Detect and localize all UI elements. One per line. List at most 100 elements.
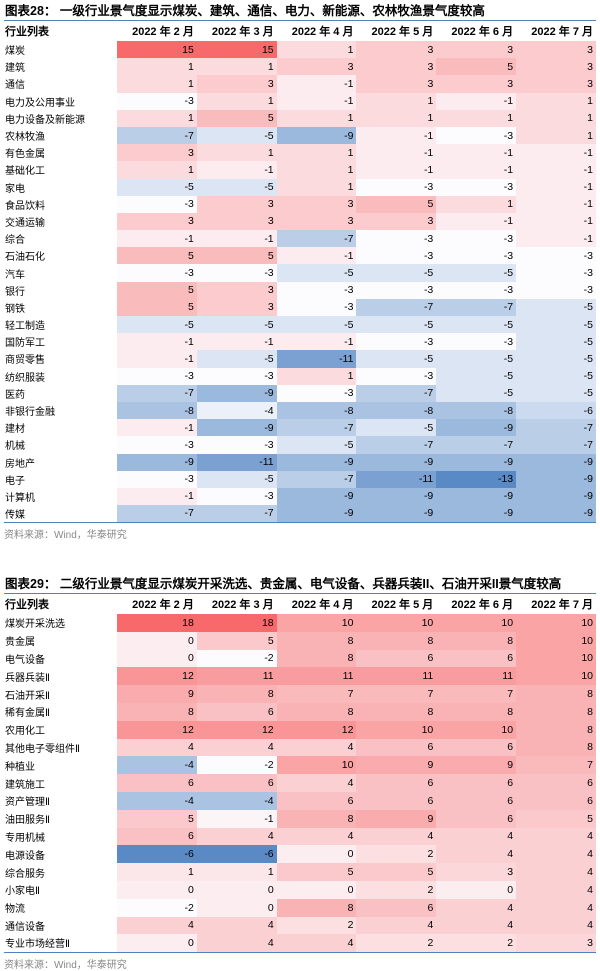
heatmap-cell: -1 (117, 350, 197, 368)
heatmap-cell: -9 (276, 453, 357, 471)
heatmap-cell: 0 (196, 880, 277, 899)
heatmap-cell: 4 (117, 738, 197, 757)
heatmap-cell: 5 (516, 809, 596, 828)
heatmap-cell: 2 (356, 934, 437, 953)
heatmap-cell: 6 (356, 738, 437, 757)
heatmap-cell: -1 (117, 419, 197, 437)
heatmap-cell: 3 (196, 195, 277, 213)
row-label: 非银行金融 (4, 401, 118, 420)
heatmap-cell: -1 (196, 809, 277, 828)
heatmap-cell: 6 (436, 774, 517, 792)
heatmap-cell: -1 (196, 230, 277, 248)
table-row: 通信设备 4 4 2 4 4 4 (4, 916, 596, 935)
heatmap-cell: -5 (276, 264, 357, 282)
table-row: 专业市场经营Ⅱ 0 4 4 2 2 3 (4, 934, 596, 953)
row-label: 农林牧渔 (4, 126, 118, 145)
table-row: 建筑 1 1 3 3 5 3 (4, 58, 596, 76)
heatmap-cell: 0 (117, 934, 197, 953)
heatmap-cell: 6 (436, 791, 517, 810)
row-label: 通信设备 (4, 916, 118, 935)
heatmap-cell: -5 (276, 436, 357, 454)
table-row: 建筑施工 6 6 4 6 6 6 (4, 774, 596, 792)
heatmap-cell: -9 (516, 487, 596, 506)
heatmap-cell: 1 (117, 863, 197, 881)
heatmap-cell: -4 (117, 791, 197, 810)
heatmap-cell: 5 (117, 247, 197, 265)
heatmap-cell: 1 (276, 144, 357, 162)
heatmap-cell: -5 (117, 178, 197, 196)
heatmap-cell: 12 (196, 720, 277, 739)
heatmap-cell: 4 (276, 827, 357, 846)
heatmap-cell: -8 (276, 401, 357, 420)
heatmap-cell: 8 (276, 649, 357, 668)
table-row: 轻工制造 -5 -5 -5 -5 -5 -5 (4, 316, 596, 334)
heatmap-cell: -1 (117, 230, 197, 248)
heatmap-cell: 4 (196, 738, 277, 757)
heatmap-cell: -5 (516, 384, 596, 402)
table-row: 钢铁 5 3 -3 -7 -7 -5 (4, 298, 596, 316)
table-row: 物流 -2 0 8 6 4 4 (4, 898, 596, 917)
heatmap-cell: -7 (436, 298, 517, 316)
heatmap-cell: 6 (436, 649, 517, 668)
table-row: 贵金属 0 5 8 8 8 10 (4, 631, 596, 650)
heatmap-cell: -3 (196, 264, 277, 282)
heatmap-cell: 8 (356, 702, 437, 721)
heatmap-cell: 3 (436, 863, 517, 881)
heatmap-cell: -7 (117, 126, 197, 145)
heatmap-cell: 3 (196, 75, 277, 93)
figure-29: 图表29： 二级行业景气度显示煤炭开采洗选、贵金属、电气设备、兵器兵装II、石油… (4, 576, 596, 971)
heatmap-cell: 5 (117, 298, 197, 316)
heatmap-cell: -9 (436, 419, 517, 437)
heatmap-cell: -9 (356, 487, 437, 506)
table-row: 计算机 -1 -3 -9 -9 -9 -9 (4, 487, 596, 506)
heatmap-cell: -5 (516, 367, 596, 385)
figure-title: 图表29： 二级行业景气度显示煤炭开采洗选、贵金属、电气设备、兵器兵装II、石油… (4, 576, 596, 594)
heatmap-cell: -3 (436, 178, 517, 196)
heatmap-cell: 3 (516, 41, 596, 59)
heatmap-cell: -3 (276, 298, 357, 316)
heatmap-cell: 0 (196, 898, 277, 917)
heatmap-cell: -8 (356, 401, 437, 420)
heatmap-cell: -3 (196, 436, 277, 454)
heatmap-cell: 10 (516, 614, 596, 632)
heatmap-cell: 3 (117, 212, 197, 231)
row-label: 专业市场经营Ⅱ (4, 934, 118, 953)
table-row: 农用化工 12 12 12 10 10 8 (4, 720, 596, 739)
heatmap-cell: 0 (276, 845, 357, 864)
table-row: 电力及公用事业 -3 1 -1 1 -1 1 (4, 92, 596, 110)
heatmap-cell: -5 (196, 350, 277, 368)
heatmap-cell: -1 (516, 144, 596, 162)
heatmap-cell: -1 (516, 195, 596, 213)
heatmap-cell: -8 (436, 401, 517, 420)
row-label: 基础化工 (4, 161, 118, 179)
heatmap-cell: -5 (356, 316, 437, 334)
heatmap-cell: 3 (356, 212, 437, 231)
row-label: 机械 (4, 436, 118, 454)
heatmap-cell: 9 (356, 756, 437, 775)
heatmap-cell: -4 (196, 791, 277, 810)
heatmap-cell: -9 (436, 505, 517, 523)
row-label: 交通运输 (4, 212, 118, 231)
heatmap-cell: -5 (436, 264, 517, 282)
heatmap-cell: 6 (356, 774, 437, 792)
heatmap-cell: -3 (356, 367, 437, 385)
table-row: 种植业 -4 -2 10 9 9 7 (4, 756, 596, 775)
heatmap-cell: 3 (196, 298, 277, 316)
heatmap-cell: -5 (436, 367, 517, 385)
heatmap-cell: -4 (196, 401, 277, 420)
heatmap-cell: -11 (276, 350, 357, 368)
heatmap-cell: 4 (516, 898, 596, 917)
heatmap-cell: -5 (516, 333, 596, 351)
heatmap-cell: -7 (356, 298, 437, 316)
table-row: 专用机械 6 4 4 4 4 4 (4, 827, 596, 846)
heatmap-cell: 6 (196, 702, 277, 721)
heatmap-cell: -11 (196, 453, 277, 471)
heatmap-cell: 5 (196, 247, 277, 265)
heatmap-cell: -9 (436, 487, 517, 506)
heatmap-cell: 1 (196, 144, 277, 162)
heatmap-table: 行业列表 2022 年 2 月 2022 年 3 月 2022 年 4 月 2022 年… (4, 21, 596, 523)
table-row: 家电 -5 -5 1 -3 -3 -1 (4, 178, 596, 196)
heatmap-cell: -1 (356, 126, 437, 145)
table-row: 建材 -1 -9 -7 -5 -9 -7 (4, 419, 596, 437)
heatmap-cell: -7 (196, 505, 277, 523)
